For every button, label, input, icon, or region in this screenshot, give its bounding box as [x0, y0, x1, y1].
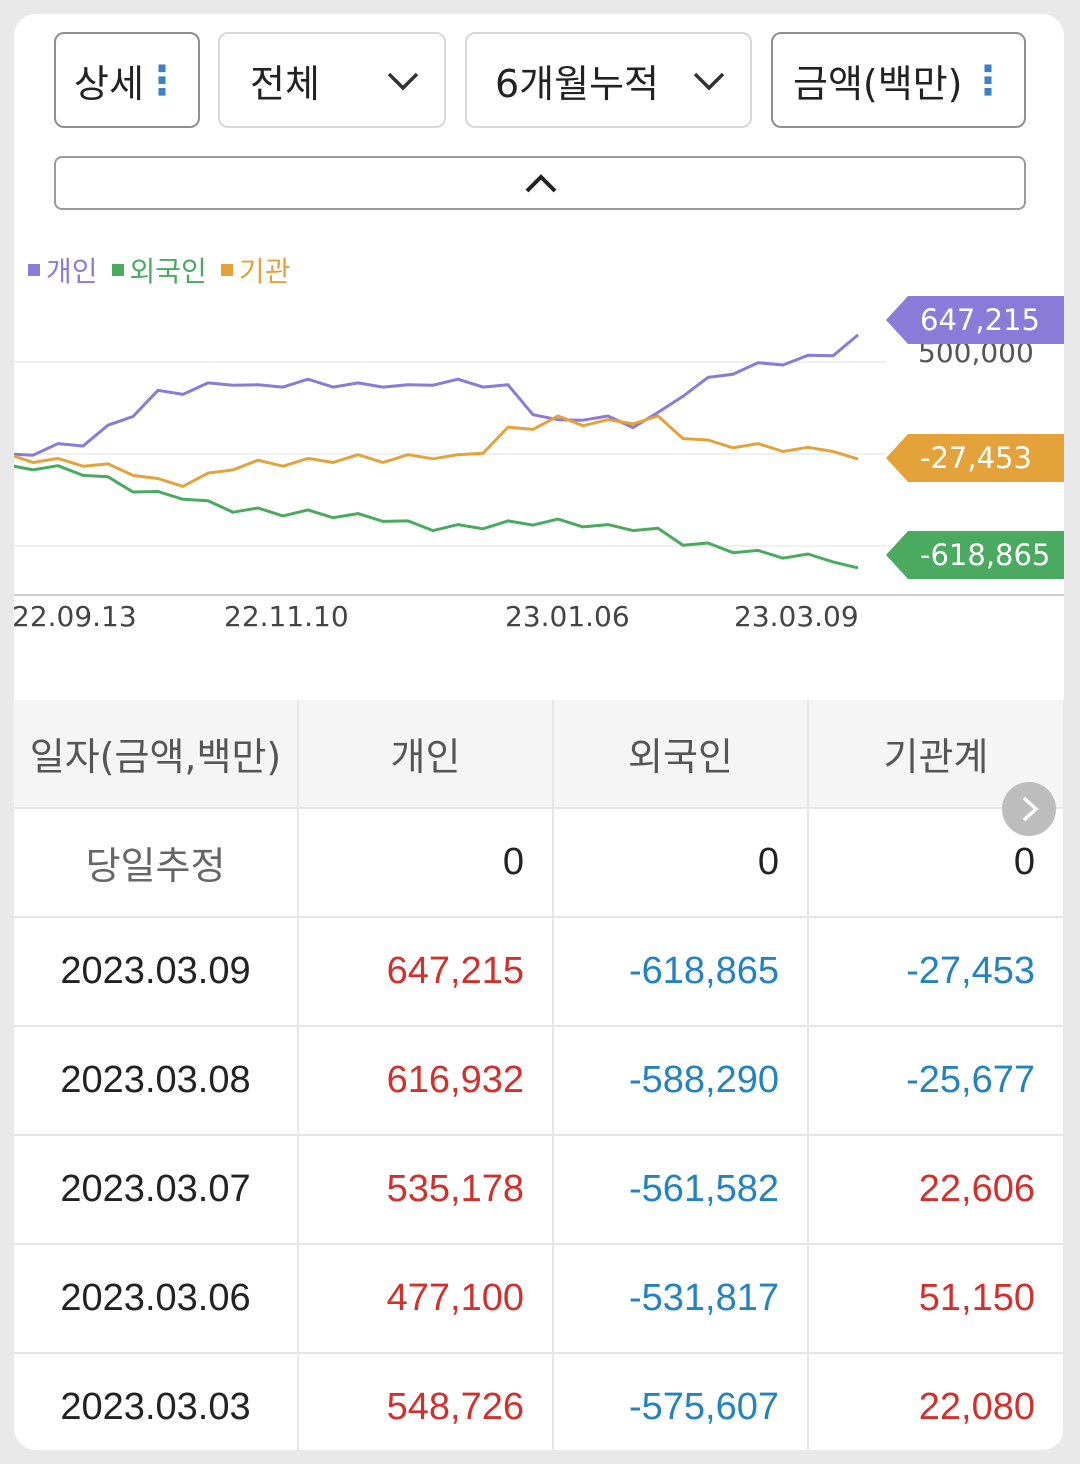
row-foreign: -561,582 [553, 1135, 809, 1245]
collapse-chart-button[interactable] [54, 156, 1026, 210]
row-date: 2023.03.09 [14, 917, 299, 1027]
scroll-right-button[interactable] [1002, 782, 1056, 836]
unit-label: 금액(백만) [793, 61, 963, 106]
table-row: 2023.03.07 535,178 -561,582 22,606 [14, 1135, 1064, 1245]
x-tick-label: 22.11.10 [224, 600, 349, 633]
row-individual: 535,178 [298, 1135, 554, 1245]
chevron-down-icon [387, 72, 419, 91]
investor-trend-card: 상세 ⋮ 전체 6개월누적 금액(백만) ⋮ 개인 외국인 기관 500,000… [14, 14, 1064, 1450]
table-row: 2023.03.08 616,932 -588,290 -25,677 [14, 1026, 1064, 1136]
table-header-row: 일자(금액,백만) 개인 외국인 기관계 [14, 700, 1064, 809]
cumulative-line-chart [14, 333, 886, 570]
x-tick-label: 23.01.06 [505, 600, 630, 633]
unit-select[interactable]: 금액(백만) ⋮ [771, 32, 1026, 128]
row-date: 2023.03.03 [14, 1353, 299, 1450]
row-institution: -27,453 [808, 917, 1064, 1027]
period-label: 6개월누적 [495, 61, 660, 106]
header-date: 일자(금액,백만) [14, 700, 299, 809]
row-date: 당일추정 [14, 808, 299, 918]
row-foreign: -588,290 [553, 1026, 809, 1136]
row-individual: 647,215 [298, 917, 554, 1027]
chevron-right-icon [1022, 796, 1039, 822]
chevron-up-icon [525, 174, 557, 193]
row-individual: 0 [298, 808, 554, 918]
individual-value-tag: 647,215 [886, 296, 1064, 344]
chevron-down-icon [693, 72, 725, 91]
chart-legend: 개인 외국인 기관 [28, 250, 290, 290]
table-row: 당일추정 0 0 0 [14, 808, 1064, 918]
period-select[interactable]: 6개월누적 [465, 32, 752, 128]
row-foreign: -531,817 [553, 1244, 809, 1354]
row-foreign: -618,865 [553, 917, 809, 1027]
investor-trading-table: 일자(금액,백만) 개인 외국인 기관계 당일추정 0 0 0 2023.03.… [14, 700, 1064, 1450]
market-select[interactable]: 전체 [218, 32, 446, 128]
row-date: 2023.03.08 [14, 1026, 299, 1136]
header-individual: 개인 [298, 700, 554, 809]
row-institution: 22,080 [808, 1353, 1064, 1450]
series-line-기관 [14, 414, 859, 488]
row-institution: -25,677 [808, 1026, 1064, 1136]
institution-value-tag: -27,453 [886, 434, 1064, 482]
series-line-외국인 [14, 464, 859, 570]
header-foreign: 외국인 [553, 700, 809, 809]
row-date: 2023.03.06 [14, 1244, 299, 1354]
market-label: 전체 [250, 61, 320, 106]
x-tick-label: 23.03.09 [734, 600, 859, 633]
table-row: 2023.03.09 647,215 -618,865 -27,453 [14, 917, 1064, 1027]
series-line-개인 [14, 333, 859, 457]
header-institution: 기관계 [808, 700, 1064, 809]
row-institution: 51,150 [808, 1244, 1064, 1354]
legend-item-individual: 개인 [28, 250, 98, 290]
mode-select[interactable]: 상세 ⋮ [54, 32, 200, 128]
foreign-value-tag: -618,865 [886, 531, 1064, 579]
table-row: 2023.03.03 548,726 -575,607 22,080 [14, 1353, 1064, 1450]
table-row: 2023.03.06 477,100 -531,817 51,150 [14, 1244, 1064, 1354]
row-individual: 477,100 [298, 1244, 554, 1354]
x-tick-label: 22.09.13 [14, 600, 137, 633]
mode-label: 상세 [74, 61, 144, 106]
row-individual: 616,932 [298, 1026, 554, 1136]
row-foreign: -575,607 [553, 1353, 809, 1450]
kebab-icon: ⋮ [142, 58, 182, 104]
x-axis-line [14, 594, 1064, 596]
row-foreign: 0 [553, 808, 809, 918]
row-individual: 548,726 [298, 1353, 554, 1450]
kebab-icon: ⋮ [968, 58, 1008, 104]
legend-item-institution: 기관 [220, 250, 290, 290]
row-institution: 22,606 [808, 1135, 1064, 1245]
legend-item-foreign: 외국인 [111, 250, 207, 290]
row-date: 2023.03.07 [14, 1135, 299, 1245]
